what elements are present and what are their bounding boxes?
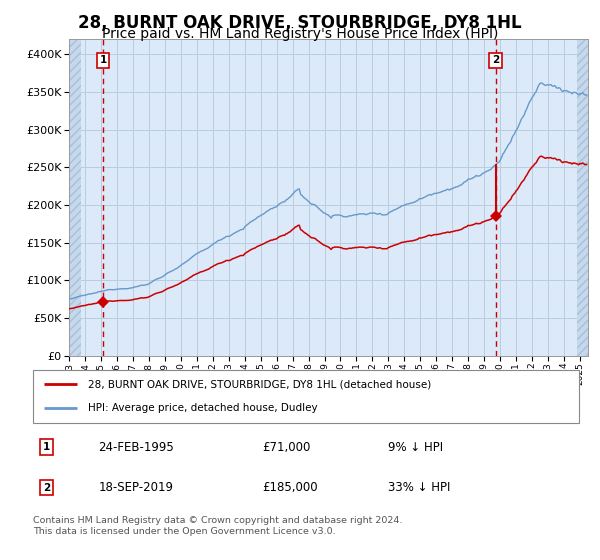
- Text: 2: 2: [492, 55, 499, 66]
- Bar: [69, 39, 81, 356]
- Text: 9% ↓ HPI: 9% ↓ HPI: [388, 441, 443, 454]
- Text: 2: 2: [43, 483, 50, 493]
- Text: Contains HM Land Registry data © Crown copyright and database right 2024.
This d: Contains HM Land Registry data © Crown c…: [33, 516, 403, 536]
- Bar: [69, 39, 81, 356]
- Text: 28, BURNT OAK DRIVE, STOURBRIDGE, DY8 1HL: 28, BURNT OAK DRIVE, STOURBRIDGE, DY8 1H…: [78, 14, 522, 32]
- Bar: [577, 39, 588, 356]
- Text: 24-FEB-1995: 24-FEB-1995: [98, 441, 174, 454]
- Text: Price paid vs. HM Land Registry's House Price Index (HPI): Price paid vs. HM Land Registry's House …: [102, 27, 498, 41]
- Text: 18-SEP-2019: 18-SEP-2019: [98, 481, 173, 494]
- Text: 1: 1: [100, 55, 107, 66]
- Text: 28, BURNT OAK DRIVE, STOURBRIDGE, DY8 1HL (detached house): 28, BURNT OAK DRIVE, STOURBRIDGE, DY8 1H…: [88, 380, 431, 390]
- Text: 1: 1: [43, 442, 50, 452]
- Text: 33% ↓ HPI: 33% ↓ HPI: [388, 481, 450, 494]
- FancyBboxPatch shape: [33, 370, 579, 423]
- Text: £71,000: £71,000: [262, 441, 311, 454]
- Text: £185,000: £185,000: [262, 481, 318, 494]
- Bar: [577, 39, 588, 356]
- Text: HPI: Average price, detached house, Dudley: HPI: Average price, detached house, Dudl…: [88, 403, 317, 413]
